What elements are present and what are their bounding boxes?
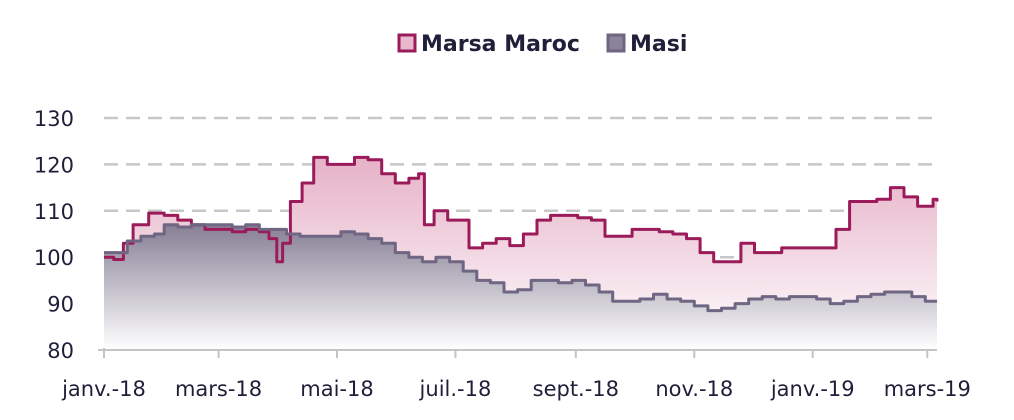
- x-tick-label: mars-19: [884, 377, 971, 401]
- series-areas: [104, 157, 937, 350]
- y-tick-label: 110: [34, 200, 74, 224]
- axes: [98, 348, 937, 358]
- line-masi: [104, 223, 937, 313]
- x-tick-label: juil.-18: [419, 377, 492, 401]
- x-tick-label: nov.-18: [655, 377, 733, 401]
- x-tick-label: janv.-18: [61, 377, 146, 401]
- area-masi: [104, 224, 937, 350]
- x-tick-label: janv.-19: [770, 377, 855, 401]
- legend: Marsa Maroc Masi: [397, 32, 687, 57]
- series-lines: [104, 155, 939, 313]
- x-axis-labels: janv.-18 mars-18 mai-18 juil.-18 sept.-18 nov…: [61, 377, 971, 401]
- y-tick-label: 80: [47, 339, 74, 363]
- y-tick-label: 130: [34, 107, 74, 131]
- x-tick-label: sept.-18: [533, 377, 619, 401]
- y-tick-label: 100: [34, 246, 74, 270]
- line-marsa-maroc: [104, 155, 939, 264]
- y-tick-label: 120: [34, 153, 74, 177]
- y-axis-labels: 80 90 100 110 120 130: [34, 107, 74, 363]
- legend-label-masi: Masi: [630, 32, 687, 57]
- x-tick-label: mai-18: [300, 377, 373, 401]
- x-tick-label: mars-18: [175, 377, 262, 401]
- legend-swatch-masi: [606, 33, 626, 53]
- legend-swatch-marsa-maroc: [397, 33, 417, 53]
- legend-label-marsa-maroc: Marsa Maroc: [421, 32, 580, 57]
- y-tick-label: 90: [47, 293, 74, 317]
